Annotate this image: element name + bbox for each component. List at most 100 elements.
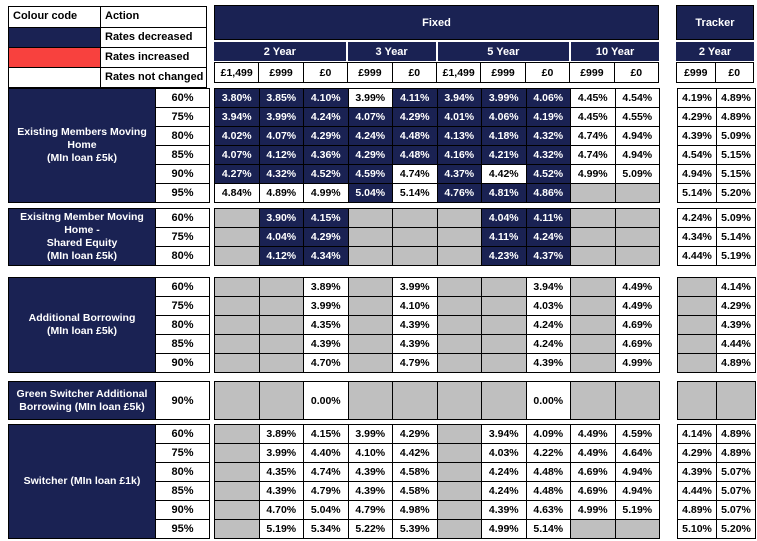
empty-cell: [215, 228, 260, 247]
rate-cell: 3.94%: [482, 425, 527, 444]
fixed-period-row: 2 Year 3 Year 5 Year 10 Year: [214, 42, 659, 61]
spacer: [660, 88, 677, 203]
empty-cell: [348, 228, 393, 247]
ltv-cell: 60%: [156, 278, 210, 297]
rate-cell: 4.89%: [717, 354, 756, 373]
empty-cell: [259, 278, 304, 297]
empty-cell: [482, 382, 527, 420]
ltv-column: 60% 75% 80% 85% 90%: [156, 277, 210, 373]
rate-cell: 4.24%: [348, 127, 393, 146]
rate-cell: 0.00%: [304, 382, 349, 420]
empty-cell: [215, 382, 260, 420]
rate-cell: 4.01%: [437, 108, 482, 127]
ltv-cell: 90%: [156, 165, 210, 184]
rate-cell: 3.99%: [348, 425, 393, 444]
rate-cell: 4.74%: [304, 463, 349, 482]
ltv-cell: 90%: [156, 501, 210, 520]
section-label-line: Green Switcher Additional: [16, 387, 148, 400]
legend-label: Rates decreased: [105, 31, 193, 43]
rate-cell: 4.40%: [304, 444, 349, 463]
rate-cell: 4.15%: [304, 209, 349, 228]
rate-cell: 4.39%: [348, 463, 393, 482]
rate-cell: 3.99%: [482, 89, 527, 108]
rate-cell: 4.24%: [304, 108, 349, 127]
empty-cell: [437, 520, 482, 539]
empty-cell: [571, 247, 616, 266]
empty-cell: [482, 335, 527, 354]
empty-cell: [678, 278, 717, 297]
ltv-cell: 75%: [156, 297, 210, 316]
empty-cell: [437, 463, 482, 482]
legend-label: Rates not changed: [105, 71, 204, 83]
empty-cell: [571, 316, 616, 335]
rate-cell: 4.49%: [571, 444, 616, 463]
rate-cell: 4.14%: [678, 425, 717, 444]
empty-cell: [571, 209, 616, 228]
rate-cell: 4.07%: [215, 146, 260, 165]
rate-cell: 3.80%: [215, 89, 260, 108]
rate-cell: 4.49%: [571, 425, 616, 444]
section-label: Exisitng Member Moving Home - Shared Equi…: [8, 208, 156, 266]
rate-cell: 3.99%: [393, 278, 438, 297]
rate-cell: 4.37%: [437, 165, 482, 184]
rate-cell: 4.35%: [304, 316, 349, 335]
legend-colour-code-header: Colour code: [9, 7, 101, 27]
rate-cell: 4.07%: [259, 127, 304, 146]
ltv-cell: 60%: [156, 425, 210, 444]
rate-cell: 3.99%: [259, 444, 304, 463]
rate-cell: 4.89%: [717, 89, 756, 108]
tracker-fee-row: £999 £0: [676, 62, 754, 83]
section-green-switcher-additional-borrowing: Green Switcher Additional Borrowing (MIn …: [8, 381, 756, 420]
rate-cell: 4.34%: [304, 247, 349, 266]
section-label: Switcher (MIn loan £1k): [8, 424, 156, 539]
ltv-cell: 90%: [156, 382, 210, 420]
rate-cell: 4.39%: [678, 127, 717, 146]
tracker-header: Tracker 2 Year £999 £0: [676, 5, 754, 83]
spacer: [660, 424, 677, 539]
rate-cell: 4.49%: [615, 278, 660, 297]
rate-cell: 4.24%: [482, 482, 527, 501]
rate-cell: 4.32%: [259, 165, 304, 184]
empty-cell: [259, 316, 304, 335]
empty-cell: [717, 382, 756, 420]
rate-cell: 4.24%: [526, 228, 571, 247]
legend-row: Rates not changed: [9, 67, 206, 87]
rate-cell: 4.69%: [615, 316, 660, 335]
rate-cell: 4.39%: [678, 463, 717, 482]
rate-cell: 4.29%: [304, 228, 349, 247]
empty-cell: [393, 209, 438, 228]
empty-cell: [571, 278, 616, 297]
empty-cell: [571, 520, 616, 539]
rate-cell: 5.14%: [393, 184, 438, 203]
section-label-line: (MIn loan £5k): [46, 152, 117, 164]
empty-cell: [678, 354, 717, 373]
rate-cell: 4.52%: [526, 165, 571, 184]
rate-cell: 5.39%: [393, 520, 438, 539]
empty-cell: [571, 228, 616, 247]
rate-cell: 4.42%: [393, 444, 438, 463]
ltv-column: 60% 75% 80% 85% 90% 95%: [156, 88, 210, 203]
ltv-cell: 80%: [156, 463, 210, 482]
section-label-line: Shared Equity: [46, 237, 118, 249]
period-2-year: 2 Year: [214, 42, 346, 61]
ltv-cell: 60%: [156, 209, 210, 228]
rate-cell: 4.39%: [304, 335, 349, 354]
rate-cell: 5.14%: [678, 184, 717, 203]
rate-cell: 4.94%: [678, 165, 717, 184]
rate-cell: 3.89%: [304, 278, 349, 297]
rate-cell: 5.09%: [717, 127, 756, 146]
legend-header-row: Colour code Action: [9, 7, 206, 27]
spacer: [660, 277, 677, 373]
rate-cell: 4.24%: [678, 209, 717, 228]
empty-cell: [437, 335, 482, 354]
rate-cell: 4.94%: [615, 463, 660, 482]
rate-cell: 4.27%: [215, 165, 260, 184]
ltv-cell: 75%: [156, 108, 210, 127]
rate-cell: 4.59%: [348, 165, 393, 184]
rate-cell: 4.94%: [615, 127, 660, 146]
empty-cell: [348, 354, 393, 373]
rate-cell: 4.03%: [482, 444, 527, 463]
empty-cell: [482, 316, 527, 335]
rate-cell: 5.04%: [348, 184, 393, 203]
rate-cell: 5.10%: [678, 520, 717, 539]
